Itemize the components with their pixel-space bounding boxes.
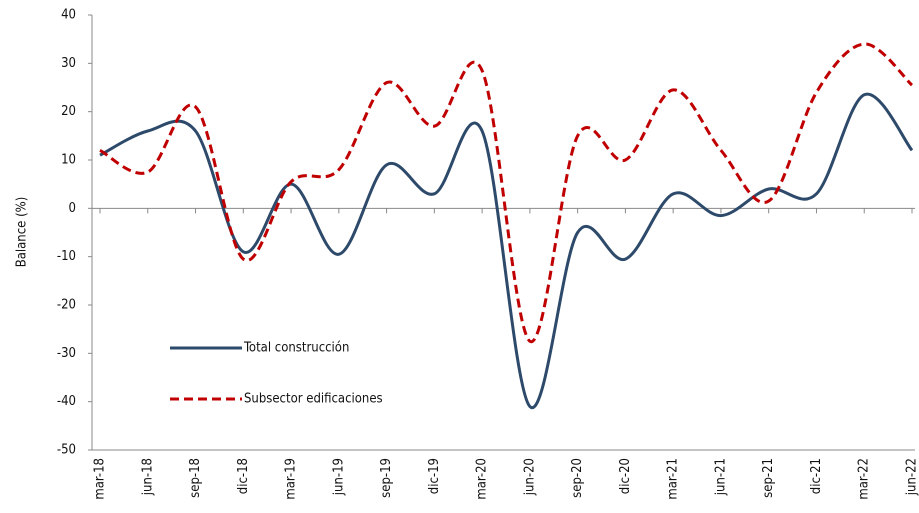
x-tick-label: jun-21 — [713, 458, 728, 496]
legend-label: Total construcción — [243, 341, 349, 356]
x-tick-label: mar-18 — [93, 458, 108, 500]
x-tick-label: dic-20 — [618, 458, 633, 494]
y-tick-label: 20 — [61, 104, 76, 119]
y-tick-label: -50 — [57, 443, 76, 458]
y-tick-label: -30 — [57, 346, 76, 361]
x-tick-label: jun-19 — [331, 458, 346, 496]
x-tick-label: jun-20 — [522, 458, 537, 496]
x-tick-label: sep-21 — [761, 458, 776, 498]
x-tick-label: mar-20 — [475, 458, 490, 500]
series-line — [99, 42, 914, 343]
x-tick-label: dic-19 — [427, 458, 442, 494]
x-tick-label: dic-21 — [809, 458, 824, 494]
x-tick-label: sep-20 — [570, 458, 585, 498]
y-tick-label: -40 — [57, 394, 76, 409]
y-tick-label: -10 — [57, 249, 76, 264]
y-tick-label: -20 — [57, 298, 76, 313]
x-tick-label: sep-19 — [379, 458, 394, 498]
x-tick-label: mar-22 — [857, 458, 872, 500]
legend-label: Subsector edificaciones — [244, 392, 383, 407]
y-tick-label: 30 — [61, 56, 76, 71]
x-tick-label: jun-22 — [905, 458, 919, 496]
y-tick-label: 40 — [61, 8, 76, 23]
series-line — [99, 92, 914, 410]
x-tick-label: mar-21 — [666, 458, 681, 500]
x-tick-label: mar-19 — [284, 458, 299, 500]
x-tick-label: sep-18 — [188, 458, 203, 498]
x-tick-label: dic-18 — [236, 458, 251, 494]
y-tick-label: 10 — [61, 153, 76, 168]
x-tick-label: jun-18 — [140, 458, 155, 496]
y-tick-label: 0 — [69, 201, 76, 216]
y-axis-label: Balance (%) — [15, 197, 30, 268]
